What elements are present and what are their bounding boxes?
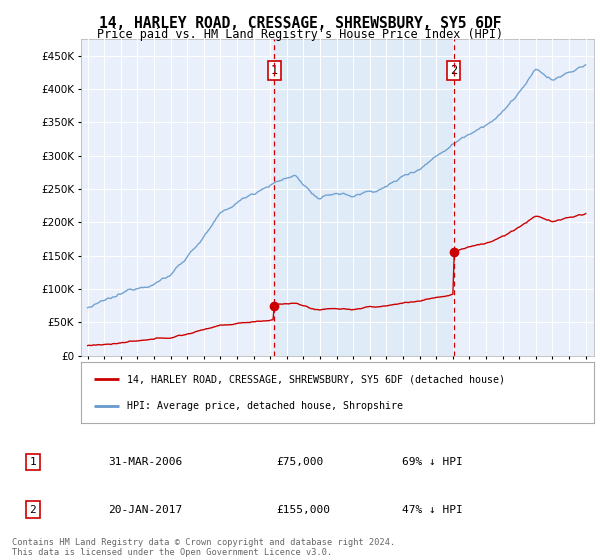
Text: 1: 1 — [271, 64, 278, 77]
Text: Contains HM Land Registry data © Crown copyright and database right 2024.
This d: Contains HM Land Registry data © Crown c… — [12, 538, 395, 557]
Text: 31-MAR-2006: 31-MAR-2006 — [108, 457, 182, 467]
Text: £75,000: £75,000 — [276, 457, 323, 467]
Text: 14, HARLEY ROAD, CRESSAGE, SHREWSBURY, SY5 6DF: 14, HARLEY ROAD, CRESSAGE, SHREWSBURY, S… — [99, 16, 501, 31]
Text: £155,000: £155,000 — [276, 505, 330, 515]
Text: 20-JAN-2017: 20-JAN-2017 — [108, 505, 182, 515]
Text: 47% ↓ HPI: 47% ↓ HPI — [402, 505, 463, 515]
Text: 14, HARLEY ROAD, CRESSAGE, SHREWSBURY, SY5 6DF (detached house): 14, HARLEY ROAD, CRESSAGE, SHREWSBURY, S… — [127, 374, 505, 384]
Text: 1: 1 — [29, 457, 37, 467]
Text: 2: 2 — [29, 505, 37, 515]
Text: HPI: Average price, detached house, Shropshire: HPI: Average price, detached house, Shro… — [127, 402, 403, 412]
Text: 2: 2 — [450, 64, 457, 77]
Bar — [274, 39, 454, 356]
Text: Price paid vs. HM Land Registry's House Price Index (HPI): Price paid vs. HM Land Registry's House … — [97, 28, 503, 41]
Text: 69% ↓ HPI: 69% ↓ HPI — [402, 457, 463, 467]
